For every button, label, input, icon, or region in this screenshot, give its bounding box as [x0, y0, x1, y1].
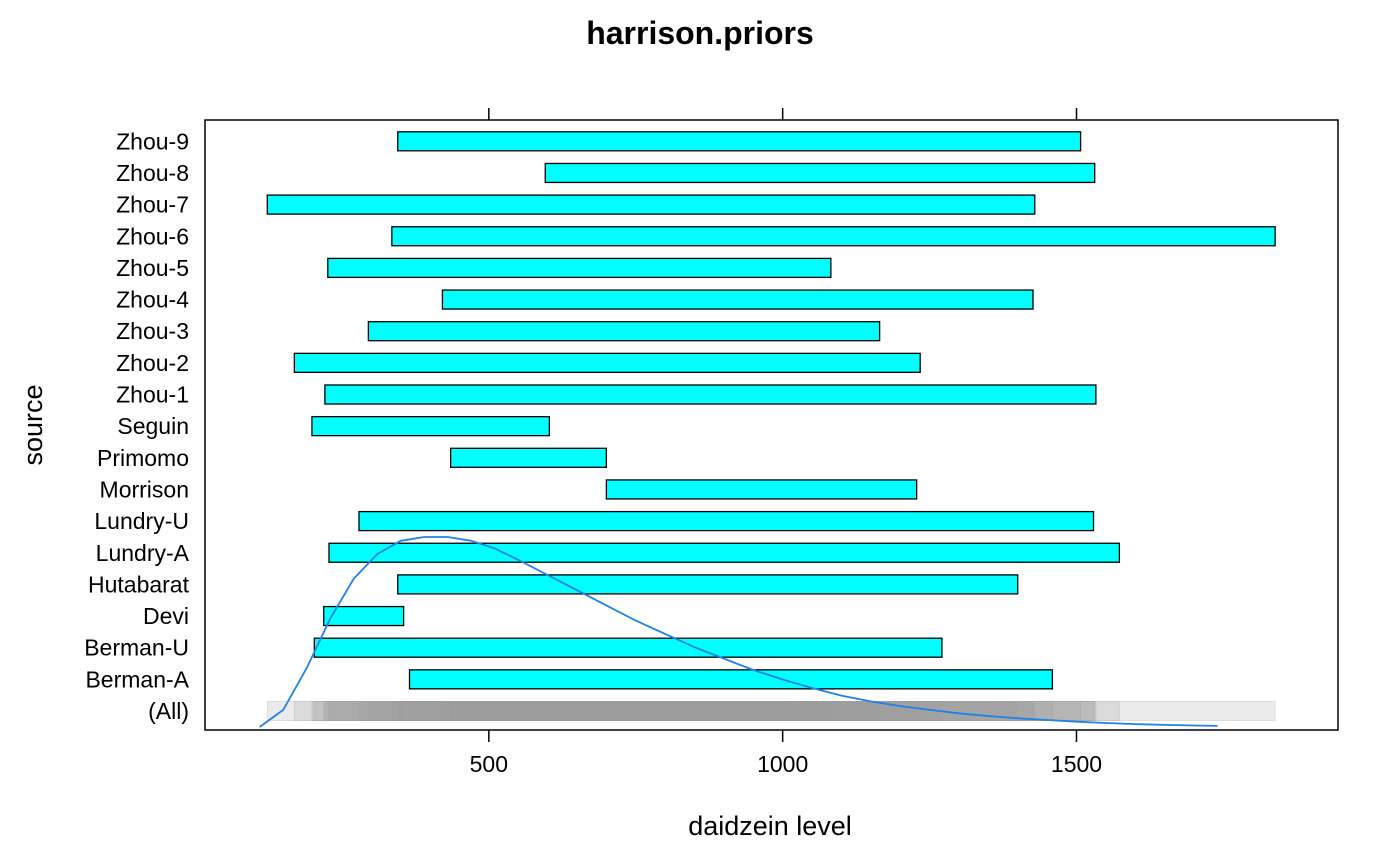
range-bar-seguin — [311, 415, 551, 437]
range-bar-zhou-6 — [391, 226, 1276, 247]
y-tick-label-all: (All) — [148, 698, 189, 724]
range-bar-devi — [323, 605, 405, 627]
y-tick-label-zhou-7: Zhou-7 — [116, 192, 189, 218]
all-range-zhou-7 — [266, 701, 1036, 721]
range-bar-lundry-a — [328, 542, 1121, 563]
all-range-seguin — [311, 701, 550, 721]
y-tick-label-berman-u: Berman-U — [84, 635, 189, 661]
range-bar-zhou-7 — [266, 194, 1036, 215]
all-range-hutabarat — [397, 701, 1019, 721]
range-bar-zhou-8 — [544, 162, 1096, 184]
all-range-zhou-4 — [441, 701, 1034, 721]
y-axis-label: source — [18, 384, 48, 465]
y-tick-label-zhou-4: Zhou-4 — [116, 287, 189, 313]
y-tick-label-zhou-6: Zhou-6 — [116, 223, 189, 249]
plot-area — [204, 119, 1339, 731]
range-bar-berman-u — [313, 637, 943, 658]
range-bar-zhou-2 — [293, 352, 921, 374]
density-curve — [259, 536, 1218, 728]
x-axis: 500 1000 1500 — [470, 108, 1102, 777]
y-tick-label-zhou-8: Zhou-8 — [116, 160, 189, 186]
all-range-devi — [323, 701, 405, 721]
range-bar-primomo — [449, 447, 608, 468]
range-bar-zhou-5 — [327, 257, 832, 279]
y-tick-label-lundry-u: Lundry-U — [94, 508, 189, 534]
chart-title: harrison.priors — [586, 15, 814, 51]
y-tick-label-zhou-9: Zhou-9 — [116, 128, 189, 154]
range-bar-zhou-1 — [324, 384, 1097, 405]
y-tick-label-morrison: Morrison — [100, 476, 189, 502]
y-tick-label-zhou-3: Zhou-3 — [116, 318, 189, 344]
all-range-zhou-9 — [397, 701, 1082, 721]
all-range-berman-a — [409, 701, 1053, 721]
all-range-zhou-3 — [367, 701, 881, 721]
range-bar-berman-a — [408, 669, 1054, 690]
y-tick-label-lundry-a: Lundry-A — [96, 540, 190, 566]
all-range-morrison — [605, 701, 918, 721]
y-tick-label-berman-a: Berman-A — [85, 666, 189, 692]
y-axis: (All) Berman-A Berman-U Devi Hutabarat Lundry… — [84, 128, 189, 724]
x-axis-label: daidzein level — [688, 811, 852, 841]
range-bar-zhou-3 — [367, 321, 881, 342]
range-bar-morrison — [605, 479, 918, 500]
x-tick-label-1500: 1500 — [1051, 751, 1102, 777]
all-range-zhou-5 — [327, 701, 832, 721]
plot-frame — [204, 119, 1339, 731]
all-range-zhou-6 — [391, 701, 1276, 721]
all-ranges-layer — [266, 701, 1276, 721]
y-tick-label-devi: Devi — [143, 603, 189, 629]
y-tick-label-seguin: Seguin — [117, 413, 189, 439]
density-layer — [259, 536, 1218, 728]
y-tick-label-zhou-5: Zhou-5 — [116, 255, 189, 281]
y-tick-label-zhou-2: Zhou-2 — [116, 350, 189, 376]
all-range-primomo — [450, 701, 607, 721]
range-bar-zhou-4 — [441, 289, 1034, 310]
x-tick-label-500: 500 — [470, 751, 508, 777]
all-range-lundry-u — [358, 701, 1095, 721]
range-bar-lundry-u — [358, 510, 1095, 532]
all-range-zhou-2 — [293, 701, 921, 721]
all-range-lundry-a — [328, 701, 1120, 721]
x-tick-label-1000: 1000 — [757, 751, 808, 777]
range-bar-zhou-9 — [397, 131, 1082, 152]
y-tick-label-zhou-1: Zhou-1 — [116, 382, 189, 408]
bars-layer — [266, 131, 1276, 690]
y-tick-label-primomo: Primomo — [97, 445, 189, 471]
range-bar-hutabarat — [397, 574, 1019, 595]
y-tick-label-hutabarat: Hutabarat — [88, 571, 190, 597]
all-range-zhou-8 — [544, 701, 1096, 721]
